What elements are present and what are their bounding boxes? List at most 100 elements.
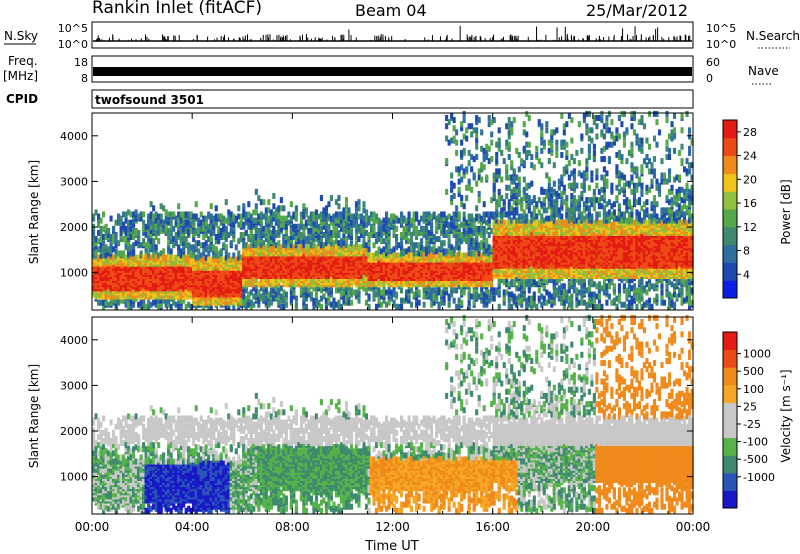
- power-cell: [279, 293, 283, 300]
- power-cell: [117, 254, 121, 261]
- power-cell: [492, 295, 496, 302]
- power-cell: [159, 227, 163, 234]
- station-title: Rankin Inlet (fitACF): [92, 0, 262, 18]
- power-cell: [237, 250, 241, 257]
- power-cell: [139, 250, 143, 257]
- power-cell: [92, 213, 96, 220]
- power-cell: [154, 254, 158, 261]
- power-cell: [327, 201, 331, 208]
- power-cell: [304, 303, 308, 310]
- power-cell: [142, 229, 146, 236]
- power-cell: [442, 295, 446, 302]
- power-cell: [259, 199, 263, 206]
- power-cell: [129, 303, 133, 310]
- power-cell: [164, 225, 168, 232]
- power-cell: [282, 238, 286, 245]
- power-cell: [344, 197, 349, 204]
- power-cell: [134, 213, 138, 220]
- power-cell: [395, 234, 399, 241]
- power-cell: [142, 219, 146, 226]
- power-cell: [197, 273, 201, 280]
- power-cell: [214, 234, 218, 241]
- power-cell: [257, 289, 261, 296]
- power-cell: [179, 303, 183, 310]
- nsky-trace: [93, 25, 692, 42]
- power-cell: [204, 254, 208, 261]
- power-cell: [232, 303, 236, 310]
- power-cell: [417, 299, 421, 306]
- power-cell: [109, 242, 113, 249]
- power-cell: [179, 227, 183, 234]
- power-cell: [209, 217, 213, 224]
- power-cell: [119, 225, 123, 232]
- power-cell: [267, 301, 271, 308]
- power-cell: [289, 295, 293, 302]
- power-cell: [179, 291, 183, 298]
- power-cell: [154, 221, 158, 228]
- power-cell: [242, 242, 246, 249]
- power-cell: [457, 186, 461, 193]
- power-cell: [142, 287, 146, 294]
- power-cell: [144, 254, 148, 261]
- power-cell: [234, 215, 238, 222]
- power-cell: [172, 299, 176, 306]
- power-cell: [169, 223, 173, 230]
- power-cell: [197, 227, 201, 234]
- power-cell: [242, 268, 246, 275]
- power-cell: [462, 110, 466, 117]
- power-cell: [227, 215, 231, 222]
- power-cell: [254, 209, 258, 216]
- power-cell: [177, 254, 181, 261]
- power-cell: [207, 244, 211, 251]
- power-cell: [455, 149, 459, 156]
- power-cell: [294, 205, 298, 212]
- power-cell: [119, 250, 123, 257]
- power-cell: [94, 291, 98, 298]
- power-cell: [167, 227, 171, 234]
- power-cell: [132, 227, 136, 234]
- power-cell: [154, 234, 158, 241]
- power-cell: [187, 254, 191, 261]
- power-cell: [107, 287, 111, 294]
- power-cell: [482, 201, 486, 208]
- power-cell: [217, 281, 221, 288]
- power-cell: [127, 209, 131, 216]
- power-cell: [277, 221, 281, 228]
- power-cell: [217, 213, 221, 220]
- power-cell: [269, 213, 273, 220]
- power-cell: [477, 117, 481, 124]
- power-cell: [254, 287, 258, 294]
- power-cell: [244, 303, 248, 310]
- power-cell: [279, 205, 283, 212]
- power-cell: [229, 277, 233, 284]
- power-cell: [142, 211, 146, 218]
- power-cell: [119, 273, 123, 280]
- power-cell: [237, 238, 241, 245]
- power-cell: [102, 264, 106, 271]
- power-cell: [102, 240, 106, 247]
- power-cell: [174, 238, 178, 245]
- power-cell: [119, 219, 123, 226]
- power-cell: [164, 215, 168, 222]
- power-cell: [232, 256, 236, 263]
- power-cell: [149, 201, 153, 208]
- power-cell: [107, 258, 111, 265]
- power-cell: [132, 293, 136, 300]
- power-cell: [239, 231, 243, 238]
- power-cell: [267, 215, 271, 222]
- power-cell: [277, 299, 281, 306]
- power-cell: [132, 287, 136, 294]
- power-cell: [492, 182, 496, 189]
- power-cell: [124, 229, 128, 236]
- power-cell: [207, 223, 211, 230]
- power-cell: [154, 244, 158, 251]
- power-cell: [475, 154, 479, 161]
- power-cell: [132, 221, 136, 228]
- power-cell: [134, 227, 138, 234]
- power-cell: [257, 301, 261, 308]
- power-cell: [204, 229, 208, 236]
- power-cell: [219, 256, 223, 263]
- power-cell: [304, 207, 308, 214]
- power-cell: [287, 244, 291, 251]
- power-cell: [149, 223, 153, 230]
